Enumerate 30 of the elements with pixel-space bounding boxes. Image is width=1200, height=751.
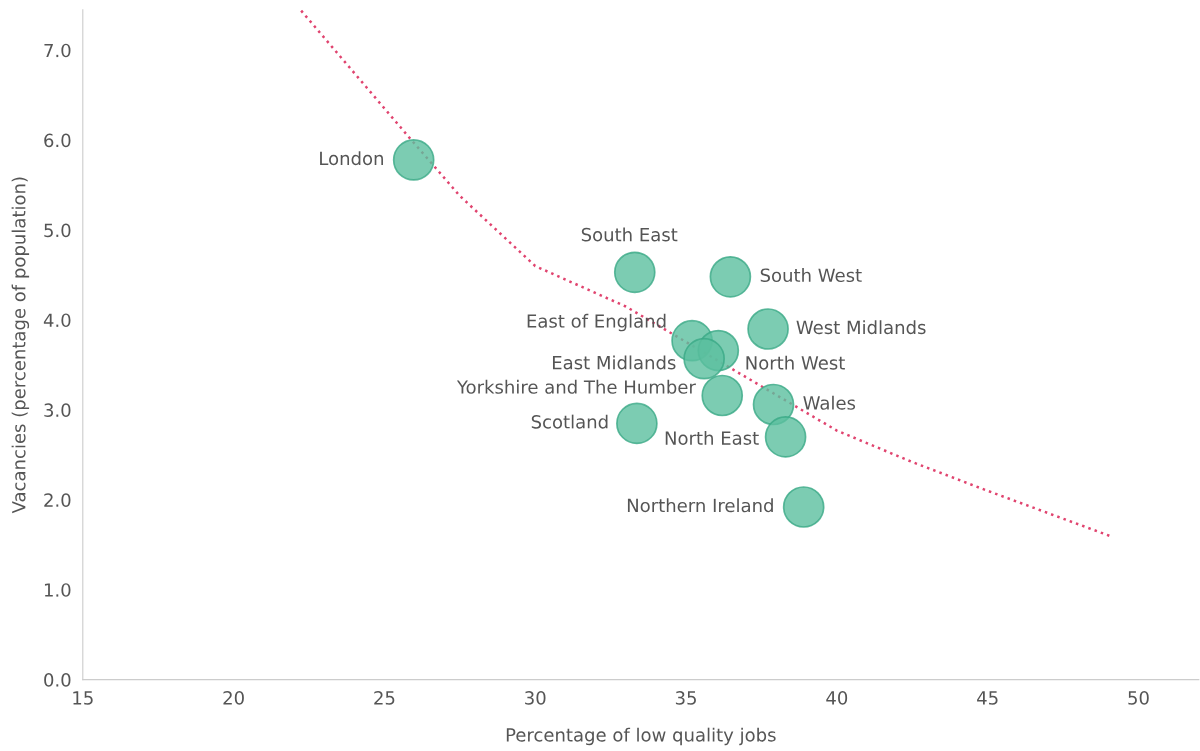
y-axis-title: Vacancies (percentage of population)	[11, 177, 30, 514]
y-tick-label: 7.0	[44, 43, 71, 58]
annotation: London	[320, 151, 383, 166]
y-tick-label: 2.0	[44, 493, 71, 507]
annotation: Northern Ireland	[627, 498, 773, 513]
x-tick-label: 20	[223, 691, 244, 705]
annotation: North West	[746, 355, 845, 370]
annotation: Wales	[803, 395, 856, 410]
y-tick-label: 3.0	[44, 403, 71, 418]
annotation: South West	[760, 268, 862, 283]
annotation: South East	[581, 227, 678, 242]
annotation: West Midlands	[796, 320, 926, 335]
x-tick-label: 25	[374, 691, 395, 705]
annotation: East Midlands	[552, 355, 676, 370]
x-tick-label: 35	[675, 691, 696, 705]
annotation: Yorkshire and The Humber	[456, 379, 696, 394]
annotation: Scotland	[531, 414, 608, 429]
y-tick-label: 4.0	[43, 313, 71, 328]
y-tick-label: 1.0	[44, 583, 71, 597]
y-tick-label: 6.0	[44, 133, 71, 148]
y-tick-label: 0.0	[44, 673, 71, 687]
x-tick-label: 50	[1128, 691, 1149, 705]
x-axis-title: Percentage of low quality jobs	[506, 727, 776, 746]
x-tick-label: 40	[826, 691, 848, 705]
annotation: North East	[665, 430, 759, 445]
x-tick-label: 30	[525, 691, 546, 705]
y-tick-label: 5.0	[44, 223, 71, 238]
x-tick-label: 15	[73, 691, 93, 705]
annotation: East of England	[527, 313, 666, 332]
x-tick-label: 45	[977, 691, 998, 705]
